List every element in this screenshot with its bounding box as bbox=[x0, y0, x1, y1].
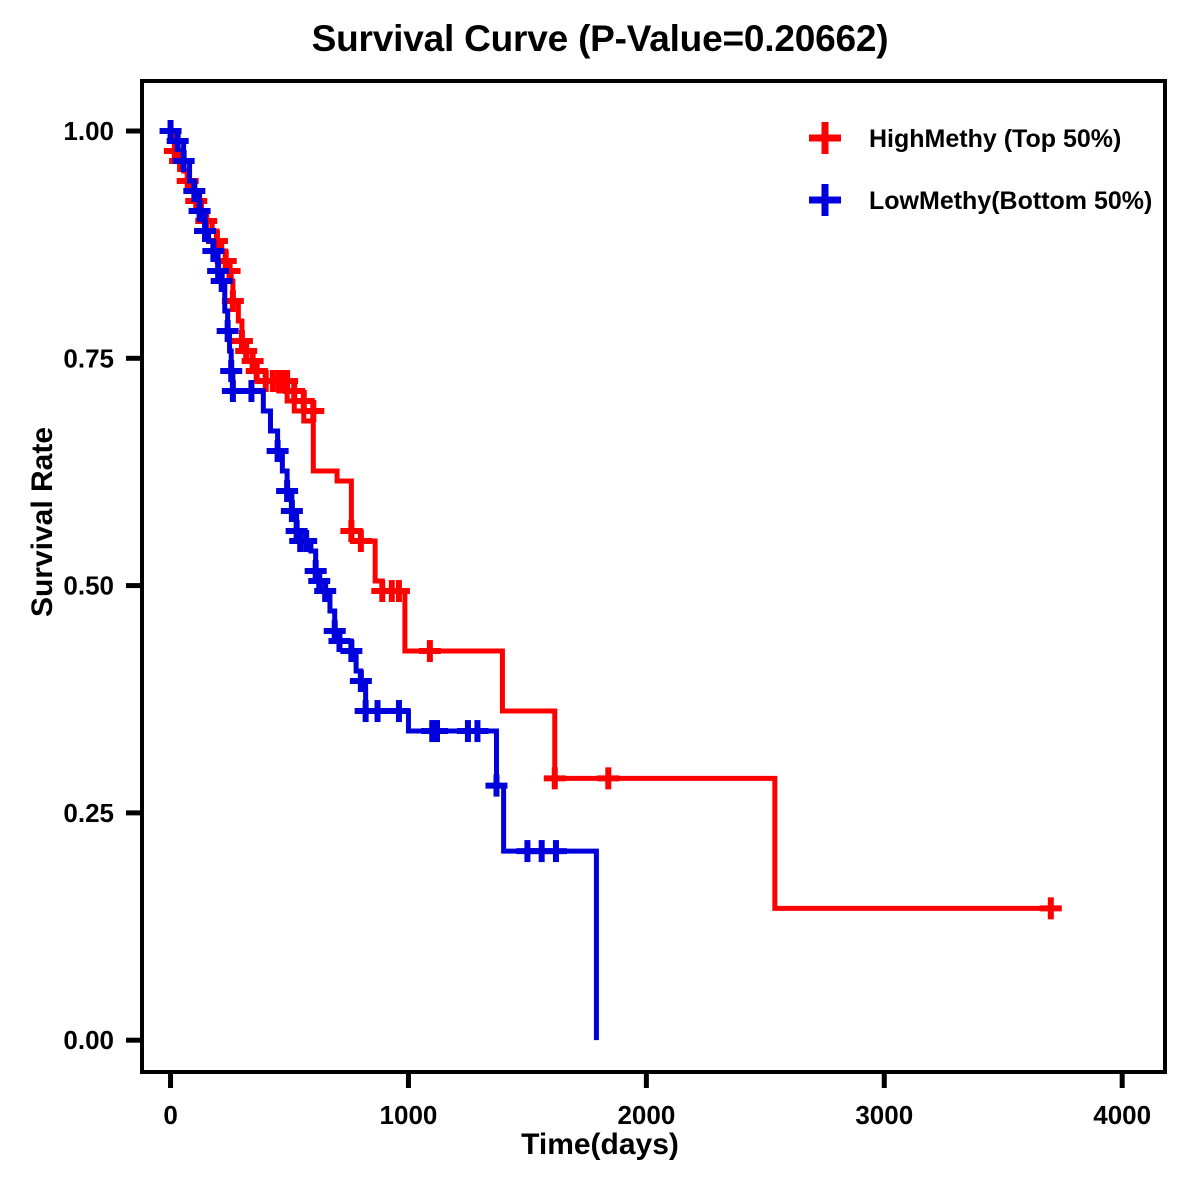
censor-plus-icon bbox=[387, 580, 410, 603]
censor-plus-icon bbox=[220, 360, 243, 383]
x-tick-label: 4000 bbox=[1093, 1100, 1151, 1130]
censor-plus-icon bbox=[418, 640, 441, 663]
censor-plus-icon bbox=[194, 220, 217, 243]
censor-plus-icon bbox=[544, 840, 567, 863]
x-tick-label: 0 bbox=[163, 1100, 177, 1130]
legend-item-low-methy[interactable]: LowMethy(Bottom 50%) bbox=[809, 184, 1152, 216]
censor-plus-icon bbox=[183, 180, 206, 203]
y-tick-label: 1.00 bbox=[63, 116, 114, 146]
censor-plus-icon bbox=[216, 320, 239, 343]
y-axis-ticks: 0.00 0.25 0.50 0.75 1.00 bbox=[63, 116, 142, 1055]
y-tick-label: 0.75 bbox=[63, 343, 114, 373]
x-tick-label: 2000 bbox=[617, 1100, 675, 1130]
censor-plus-icon bbox=[466, 720, 489, 743]
censor-plus-icon bbox=[210, 270, 233, 293]
censor-plus-icon bbox=[280, 500, 303, 523]
series-low-methy bbox=[159, 120, 599, 1041]
censor-plus-icon bbox=[597, 767, 620, 790]
censor-plus-icon bbox=[1039, 897, 1062, 920]
legend-item-high-methy[interactable]: HighMethy (Top 50%) bbox=[809, 122, 1121, 154]
x-tick-label: 3000 bbox=[855, 1100, 913, 1130]
censor-plus-icon bbox=[302, 400, 325, 423]
censor-plus-icon bbox=[295, 530, 318, 553]
axis-frame bbox=[140, 79, 1167, 1074]
censor-plus-icon bbox=[221, 380, 244, 403]
censor-plus-icon bbox=[172, 150, 195, 173]
y-tick-label: 0.00 bbox=[63, 1025, 114, 1055]
censor-plus-icon bbox=[426, 720, 449, 743]
censor-plus-icon bbox=[166, 130, 189, 153]
legend-label: HighMethy (Top 50%) bbox=[869, 125, 1121, 153]
y-tick-label: 0.50 bbox=[63, 571, 114, 601]
page-title: Survival Curve (P-Value=0.20662) bbox=[311, 18, 889, 59]
x-tick-label: 1000 bbox=[380, 1100, 438, 1130]
censor-plus-icon bbox=[188, 200, 211, 223]
chart-legend: HighMethy (Top 50%) LowMethy(Bottom 50%) bbox=[809, 122, 1152, 216]
censor-plus-icon bbox=[387, 700, 410, 723]
censor-plus-icon bbox=[485, 774, 508, 797]
censor-plus-icon bbox=[340, 640, 363, 663]
censor-plus-icon bbox=[314, 580, 337, 603]
x-axis-ticks: 0 1000 2000 3000 4000 bbox=[163, 1072, 1151, 1130]
censor-plus-icon bbox=[240, 380, 263, 403]
censor-plus-icon bbox=[328, 630, 351, 653]
censor-plus-icon bbox=[266, 440, 289, 463]
censor-plus-icon bbox=[366, 700, 389, 723]
censor-plus-icon bbox=[543, 767, 566, 790]
y-tick-label: 0.25 bbox=[63, 798, 114, 828]
legend-label: LowMethy(Bottom 50%) bbox=[869, 187, 1152, 215]
x-axis-label: Time(days) bbox=[521, 1128, 679, 1161]
censor-plus-icon bbox=[349, 670, 372, 693]
censor-plus-icon bbox=[202, 240, 225, 263]
censor-plus-icon bbox=[349, 530, 372, 553]
plot-border bbox=[140, 79, 1167, 1074]
censor-plus-icon bbox=[276, 480, 299, 503]
step-line bbox=[170, 128, 1054, 911]
series-layer bbox=[159, 120, 1062, 1041]
